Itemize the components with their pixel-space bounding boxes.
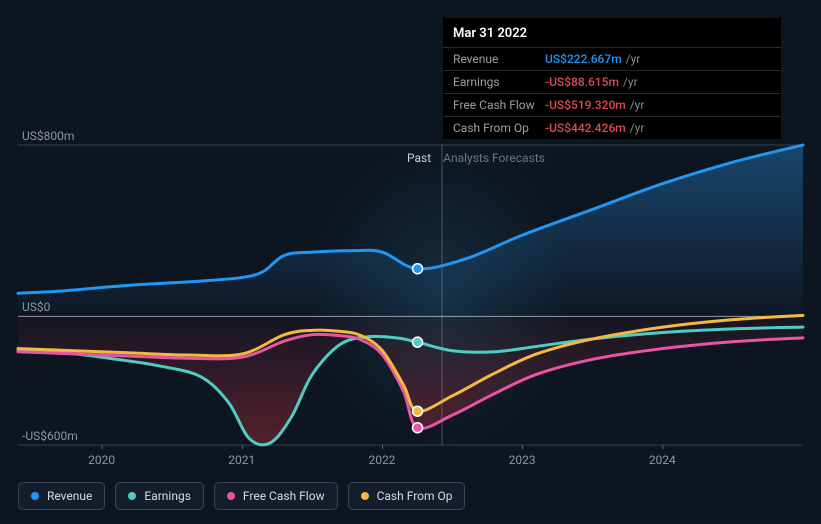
financial-chart: Mar 31 2022 RevenueUS$222.667m/yrEarning… bbox=[0, 0, 821, 524]
marker-revenue bbox=[413, 264, 423, 274]
legend-item-label: Earnings bbox=[144, 489, 191, 503]
chart-legend: Revenue Earnings Free Cash Flow Cash From O… bbox=[18, 482, 465, 510]
tooltip-row: Free Cash Flow-US$519.320m/yr bbox=[443, 93, 781, 116]
marker-fcf bbox=[413, 423, 423, 433]
tooltip-row-label: Revenue bbox=[453, 52, 545, 66]
y-axis-tick: US$0 bbox=[22, 300, 50, 314]
legend-item-revenue[interactable]: Revenue bbox=[18, 482, 105, 510]
y-axis-tick: US$800m bbox=[22, 129, 74, 143]
legend-item-label: Free Cash Flow bbox=[243, 489, 325, 503]
legend-item-earnings[interactable]: Earnings bbox=[115, 482, 204, 510]
legend-dot-icon bbox=[31, 492, 39, 500]
y-axis-tick: -US$600m bbox=[22, 429, 78, 443]
tooltip-rows: RevenueUS$222.667m/yrEarnings-US$88.615m… bbox=[443, 47, 781, 139]
x-axis-tick: 2021 bbox=[228, 453, 255, 467]
legend-item-label: Cash From Op bbox=[377, 489, 453, 503]
legend-item-label: Revenue bbox=[47, 489, 92, 503]
region-labels: Past Analysts Forecasts bbox=[407, 151, 545, 165]
marker-cfo bbox=[413, 406, 423, 416]
tooltip-row: Cash From Op-US$442.426m/yr bbox=[443, 116, 781, 139]
x-axis-tick: 2024 bbox=[649, 453, 676, 467]
x-axis-tick: 2022 bbox=[368, 453, 395, 467]
tooltip-row-label: Cash From Op bbox=[453, 121, 545, 135]
tooltip-row: RevenueUS$222.667m/yr bbox=[443, 47, 781, 70]
marker-earnings bbox=[413, 337, 423, 347]
tooltip-row: Earnings-US$88.615m/yr bbox=[443, 70, 781, 93]
tooltip-row-value: US$222.667m bbox=[545, 52, 622, 66]
x-axis-tick: 2020 bbox=[88, 453, 115, 467]
x-axis-tick: 2023 bbox=[509, 453, 536, 467]
legend-dot-icon bbox=[128, 492, 136, 500]
tooltip-row-unit: /yr bbox=[623, 75, 638, 89]
tooltip-row-label: Free Cash Flow bbox=[453, 98, 545, 112]
legend-item-cfo[interactable]: Cash From Op bbox=[348, 482, 466, 510]
legend-dot-icon bbox=[227, 492, 235, 500]
chart-tooltip: Mar 31 2022 RevenueUS$222.667m/yrEarning… bbox=[443, 18, 781, 139]
tooltip-row-unit: /yr bbox=[626, 52, 641, 66]
legend-item-fcf[interactable]: Free Cash Flow bbox=[214, 482, 338, 510]
tooltip-row-value: -US$519.320m bbox=[545, 98, 626, 112]
past-label: Past bbox=[407, 151, 431, 165]
tooltip-row-value: -US$88.615m bbox=[545, 75, 619, 89]
tooltip-row-unit: /yr bbox=[630, 121, 645, 135]
tooltip-row-label: Earnings bbox=[453, 75, 545, 89]
tooltip-row-value: -US$442.426m bbox=[545, 121, 626, 135]
forecast-label: Analysts Forecasts bbox=[443, 151, 545, 165]
tooltip-date: Mar 31 2022 bbox=[443, 18, 781, 47]
tooltip-row-unit: /yr bbox=[630, 98, 645, 112]
legend-dot-icon bbox=[361, 492, 369, 500]
